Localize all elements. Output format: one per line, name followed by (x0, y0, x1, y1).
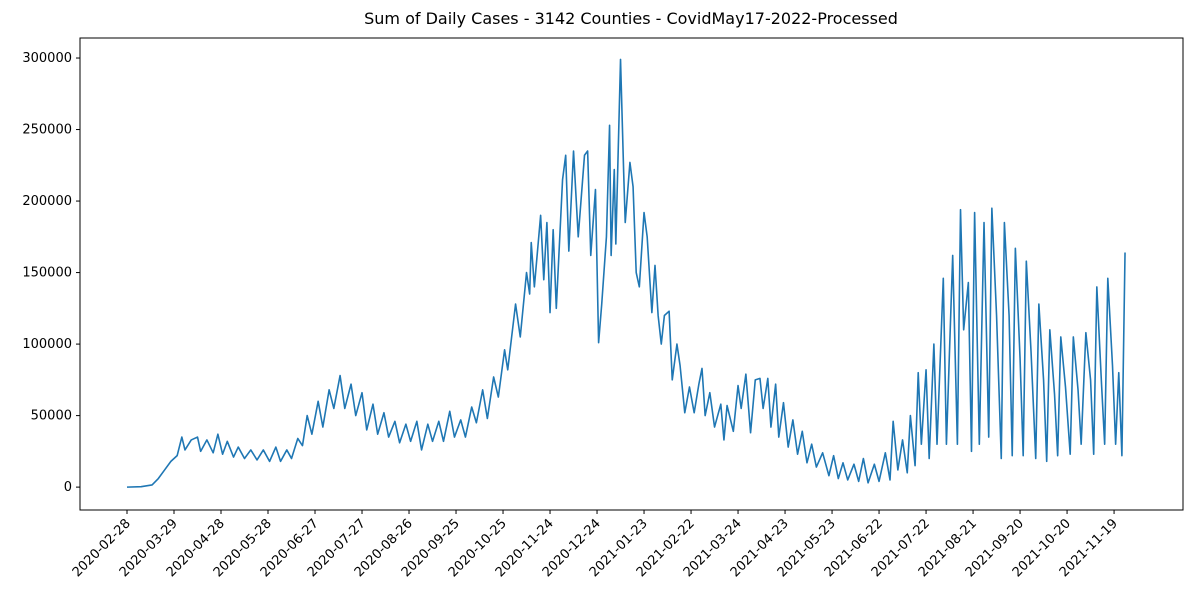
y-tick-label: 200000 (22, 194, 72, 209)
plot-frame (79, 37, 1184, 511)
y-tick-label: 50000 (31, 409, 72, 424)
chart-title: Sum of Daily Cases - 3142 Counties - Cov… (364, 9, 898, 28)
y-tick-label: 0 (64, 480, 72, 495)
y-tick-label: 150000 (22, 266, 72, 281)
y-tick-label: 250000 (22, 123, 72, 138)
y-tick-label: 300000 (22, 51, 72, 66)
data-line (126, 58, 1126, 488)
y-tick-label: 100000 (22, 337, 72, 352)
